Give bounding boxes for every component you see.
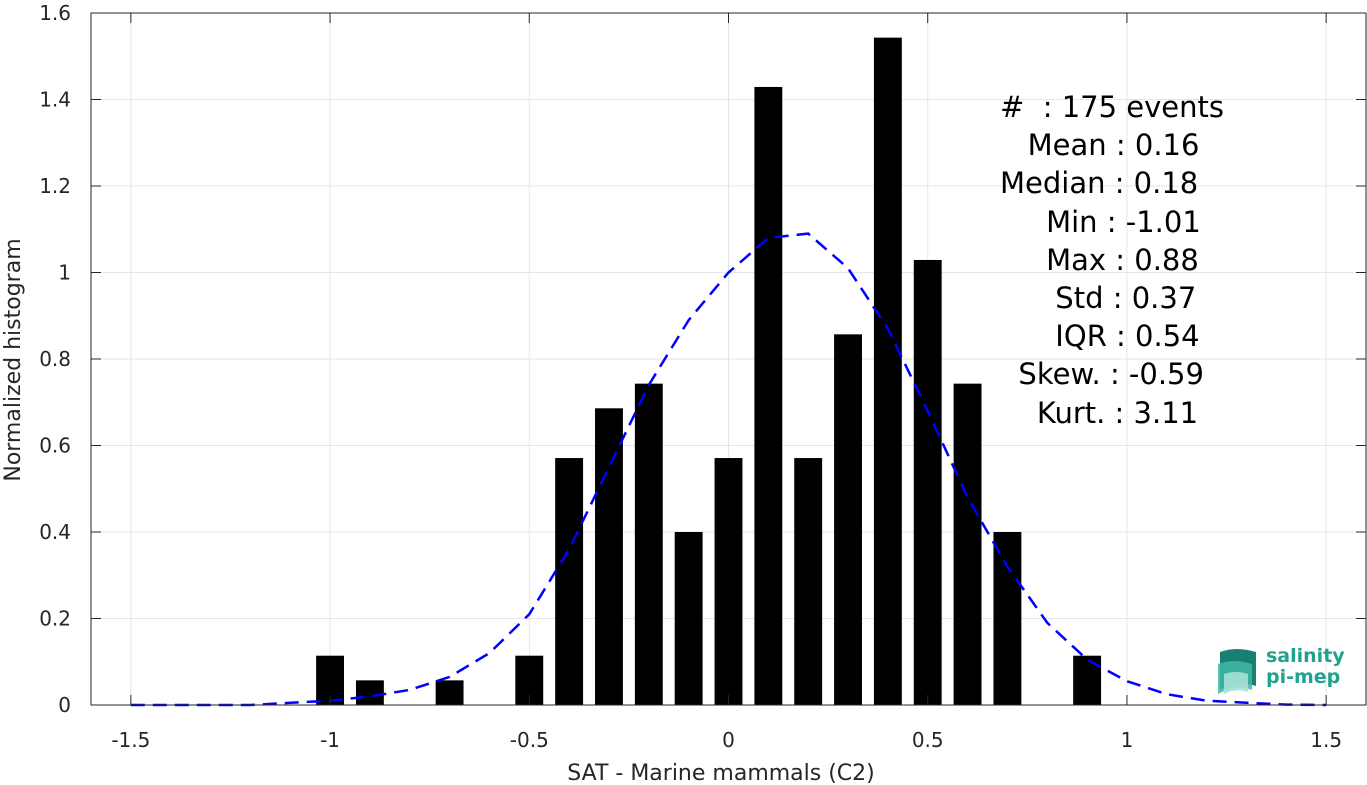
stat-kurt: Kurt. : 3.11: [1000, 395, 1199, 430]
histogram-bar: [674, 532, 703, 705]
logo-text: salinity pi-mep: [1266, 646, 1345, 688]
x-tick-label: -1.5: [111, 728, 150, 752]
histogram-bar: [873, 37, 902, 705]
histogram-bar: [1073, 655, 1102, 705]
histogram-bar: [595, 408, 623, 705]
x-tick-label: 1: [1121, 728, 1134, 752]
stat-events: # : 175 events: [1000, 90, 1224, 124]
stat-min: Min : -1.01: [1000, 204, 1201, 239]
x-tick-label: -0.5: [510, 728, 549, 752]
salinity-pimep-logo: salinity pi-mep: [1216, 646, 1346, 694]
x-tick-label: -1: [320, 728, 340, 752]
histogram-bar: [355, 680, 384, 705]
y-tick-label: 0.6: [39, 434, 71, 458]
x-tick-label: 0.5: [912, 728, 944, 752]
x-axis-label: SAT - Marine mammals (C2): [567, 761, 875, 785]
x-tick-label: 1.5: [1310, 728, 1342, 752]
histogram-bar: [555, 458, 584, 705]
stat-iqr: IQR : 0.54: [1000, 319, 1200, 354]
histogram-bar: [634, 383, 663, 705]
histogram-bar: [714, 458, 743, 705]
y-tick-label: 0.4: [39, 520, 71, 544]
stat-max: Max : 0.88: [1000, 242, 1199, 277]
histogram-bar: [953, 383, 982, 705]
histogram-bar: [834, 334, 862, 705]
stat-median: Median : 0.18: [1000, 166, 1199, 201]
y-tick-label: 1: [58, 261, 71, 285]
histogram-bars: [316, 37, 1102, 705]
logo-line-2: pi-mep: [1266, 666, 1341, 688]
y-tick-label: 0.8: [39, 347, 71, 371]
stat-skew: Skew. : -0.59: [1000, 357, 1204, 392]
stat-std: Std : 0.37: [1000, 280, 1197, 315]
logo-wave-icon: [1218, 649, 1256, 694]
histogram-bar: [435, 680, 464, 705]
y-tick-label: 0: [58, 693, 71, 717]
y-tick-label: 0.2: [39, 607, 71, 631]
histogram-bar: [754, 86, 783, 705]
histogram-bar: [913, 259, 942, 705]
x-tick-label: 0: [722, 728, 735, 752]
y-tick-label: 1.4: [39, 88, 71, 112]
stat-mean: Mean : 0.16: [1000, 128, 1200, 163]
histogram-bar: [794, 458, 823, 705]
y-axis-ticks: 0 0.2 0.4 0.6 0.8 1 1.2 1.4 1.6: [39, 1, 1366, 717]
logo-line-1: salinity: [1266, 645, 1345, 667]
y-tick-label: 1.2: [39, 174, 71, 198]
statistics-box: # : 175 events Mean : 0.16 Median : 0.18…: [1000, 88, 1300, 432]
y-tick-label: 1.6: [39, 1, 71, 25]
y-axis-label: Normalized histogram: [1, 238, 26, 481]
histogram-bar: [993, 532, 1022, 705]
x-axis-ticks: -1.5 -1 -0.5 0 0.5 1 1.5: [111, 13, 1342, 752]
